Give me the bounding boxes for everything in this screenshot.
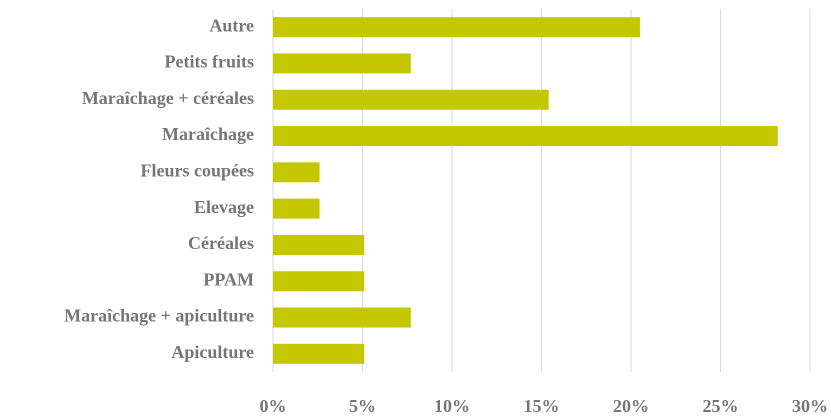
y-tick-label: Petits fruits [165, 52, 254, 72]
y-tick-label: Maraîchage + céréales [82, 88, 254, 108]
bar [273, 17, 640, 38]
bar [273, 89, 549, 110]
bar [273, 162, 320, 183]
y-tick-label: Céréales [188, 233, 254, 253]
x-tick-label: 0% [260, 396, 287, 416]
x-tick-label: 15% [524, 396, 560, 416]
y-tick-label: Elevage [194, 197, 254, 217]
bar [273, 126, 778, 147]
x-tick-label: 5% [349, 396, 376, 416]
bar [273, 198, 320, 219]
x-tick-label: 25% [703, 396, 739, 416]
y-tick-label: PPAM [203, 269, 254, 289]
bar [273, 234, 365, 255]
y-tick-label: Autre [209, 15, 254, 35]
bar [273, 271, 365, 292]
bar [273, 53, 411, 74]
bar [273, 343, 365, 364]
x-tick-label: 20% [613, 396, 649, 416]
y-tick-label: Fleurs coupées [141, 160, 254, 180]
y-tick-label: Maraîchage + apiculture [64, 306, 254, 326]
bar [273, 307, 411, 328]
y-tick-label: Apiculture [171, 342, 254, 362]
y-tick-label: Maraîchage [162, 124, 254, 144]
x-tick-label: 10% [434, 396, 470, 416]
x-tick-label: 30% [792, 396, 828, 416]
